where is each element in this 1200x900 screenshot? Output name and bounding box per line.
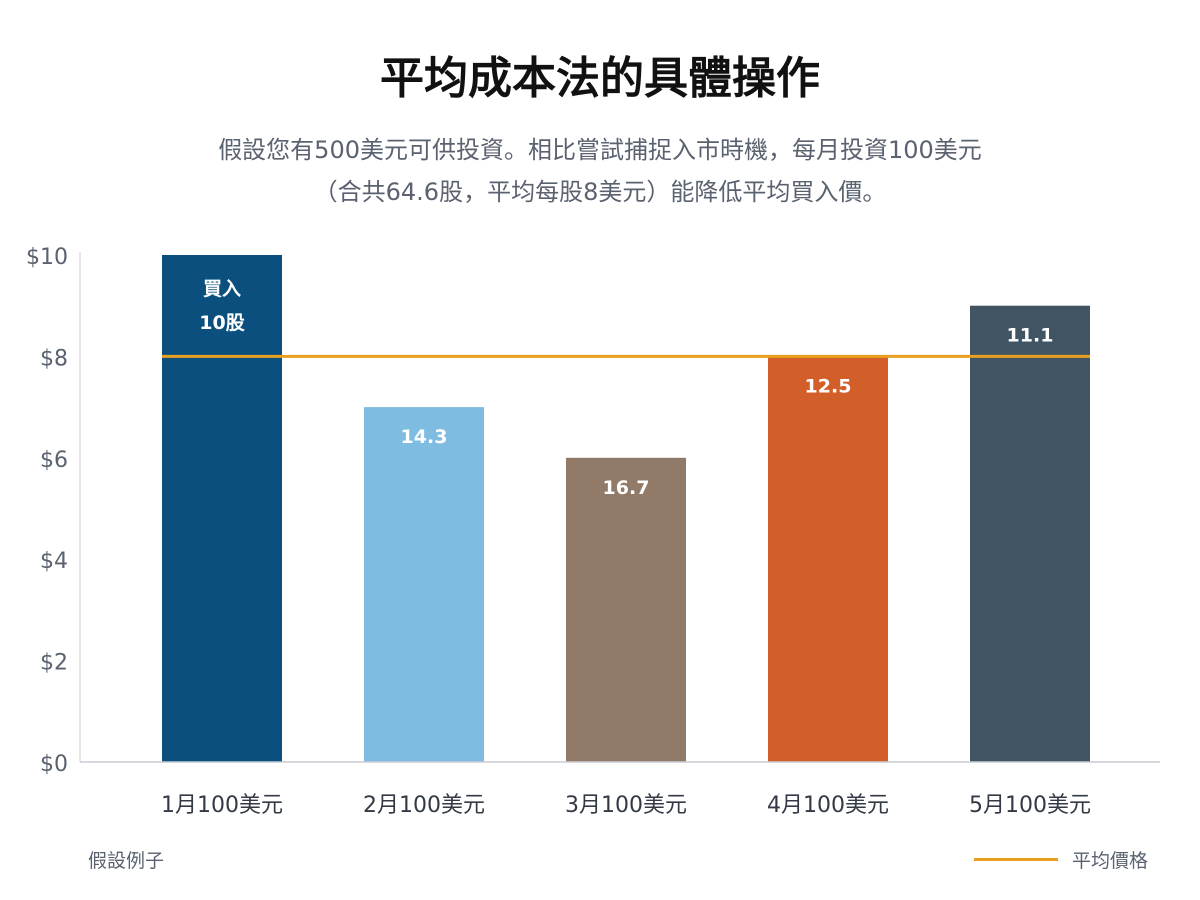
bar-data-label: 買入 [203,278,241,300]
x-tick-label: 1月100美元 [161,793,283,818]
y-tick-label: $4 [40,549,68,574]
bar-1 [162,255,282,762]
x-tick-label: 2月100美元 [363,793,485,818]
y-tick-label: $10 [26,245,68,270]
bar-data-label: 10股 [199,312,244,334]
y-tick-label: $2 [40,651,68,676]
legend-label-average-price: 平均價格 [1071,850,1148,872]
y-tick-label: $6 [40,448,68,473]
bar-data-label: 12.5 [805,375,852,397]
bar-data-label: 11.1 [1007,325,1054,347]
chart-subtitle-line-2: （合共64.6股，平均每股8美元）能降低平均買入價。 [313,178,887,206]
bar-data-label: 16.7 [603,477,650,499]
x-tick-label: 4月100美元 [767,793,889,818]
legend-swatch-average-price [973,858,1058,861]
x-tick-label: 3月100美元 [565,793,687,818]
footnote: 假設例子 [88,850,165,872]
chart-subtitle-line-1: 假設您有500美元可供投資。相比嘗試捕捉入市時機，每月投資100美元 [218,136,982,164]
bar-3 [566,457,686,762]
bar-5 [970,305,1090,762]
chart-title: 平均成本法的具體操作 [380,53,820,104]
legend: 平均價格 [973,846,1148,873]
x-tick-label: 5月100美元 [969,793,1091,818]
bar-data-label: 14.3 [401,426,448,448]
y-tick-label: $0 [40,752,68,777]
y-tick-label: $8 [40,346,68,371]
bar-4 [768,356,888,762]
bar-2 [364,407,484,762]
